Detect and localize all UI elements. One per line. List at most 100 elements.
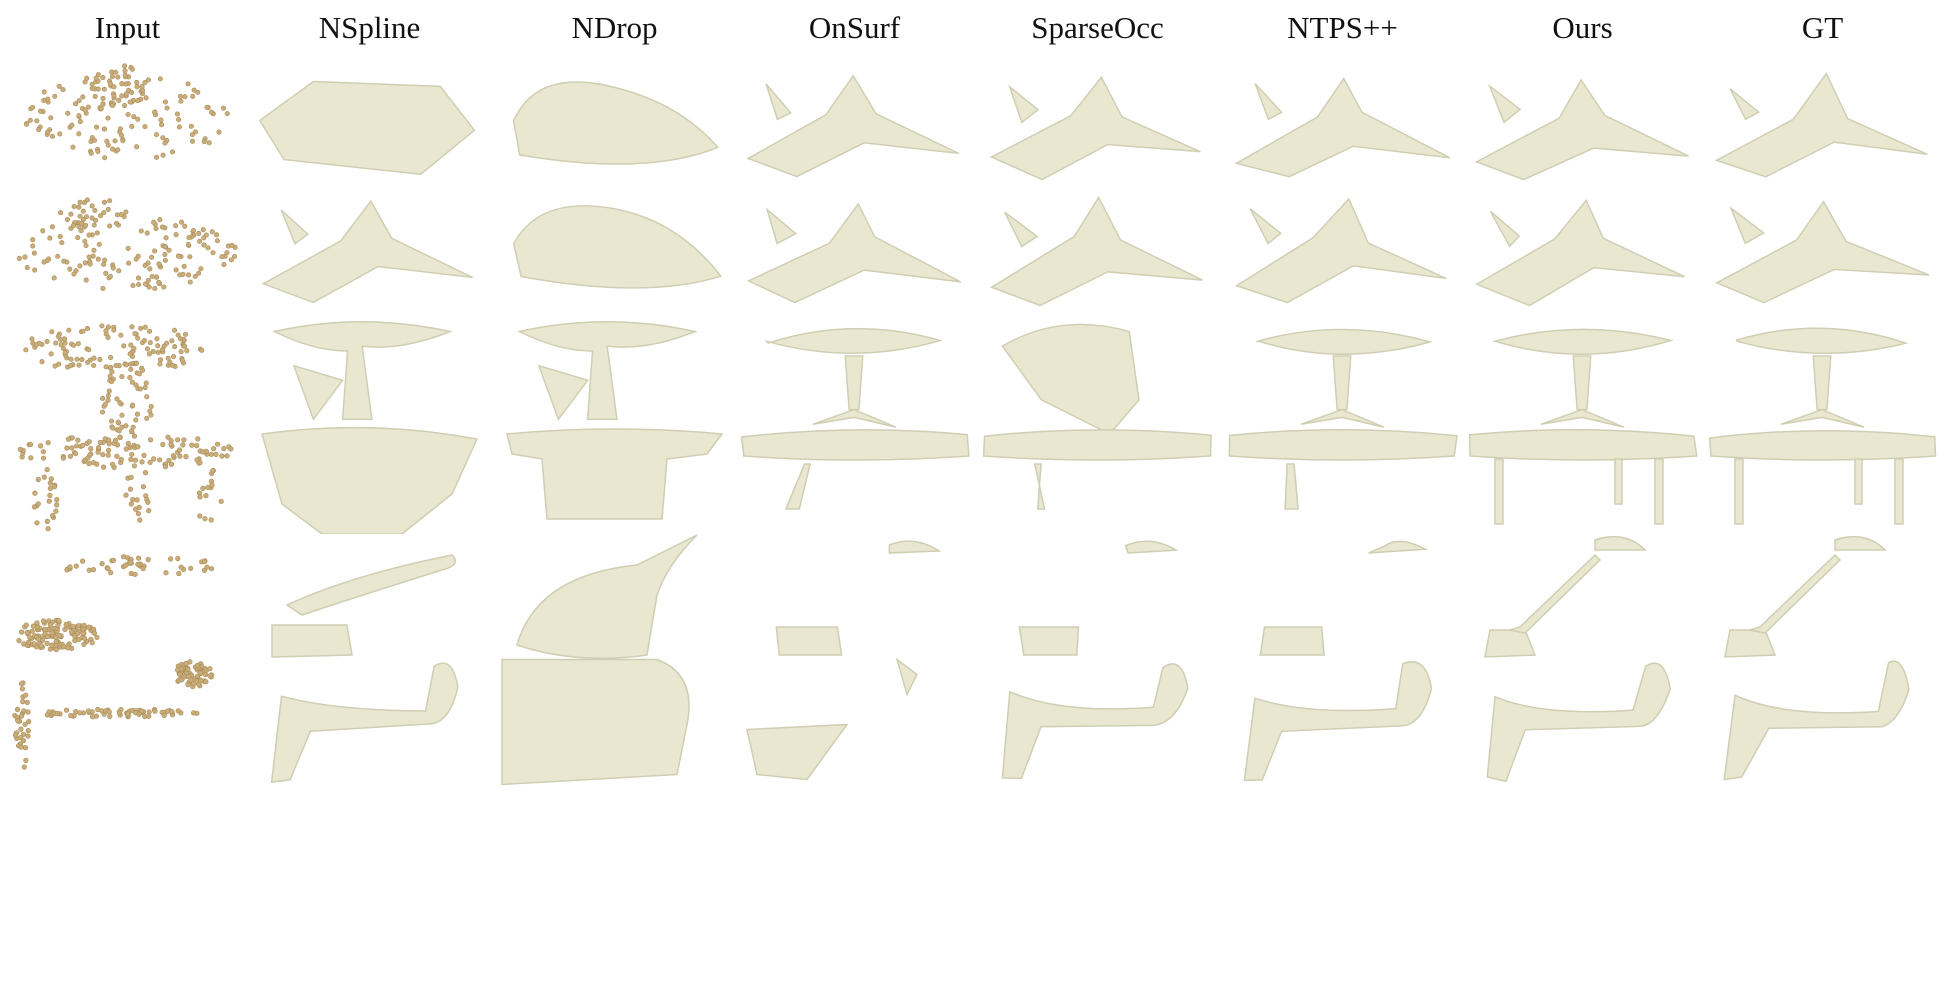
input-point <box>176 570 182 577</box>
input-point <box>194 662 200 669</box>
input-point <box>146 713 152 719</box>
input-point <box>101 210 107 216</box>
input-point <box>109 74 116 80</box>
reconstruction-mesh <box>1225 652 1460 787</box>
input-point <box>173 267 179 273</box>
input-point <box>224 111 230 117</box>
input-point <box>20 698 26 705</box>
input-point <box>69 445 75 451</box>
input-point <box>134 84 140 90</box>
input-point <box>16 637 22 644</box>
input-point <box>86 254 92 260</box>
surface-shape <box>512 81 719 165</box>
input-point <box>80 630 86 636</box>
input-point <box>94 230 100 236</box>
shape-render <box>516 534 698 660</box>
input-point <box>54 502 60 508</box>
input-point <box>149 254 155 260</box>
input-point <box>160 441 166 448</box>
input-point <box>29 628 35 634</box>
input-point <box>208 451 214 457</box>
input-point <box>169 461 175 467</box>
surface-shape <box>1594 535 1647 551</box>
input-point <box>129 402 136 408</box>
shape-render <box>17 433 234 532</box>
input-point <box>72 637 78 644</box>
input-point <box>204 564 210 570</box>
input-point <box>94 634 100 640</box>
input-point <box>168 438 174 444</box>
input-point <box>94 124 100 130</box>
input-point <box>197 238 203 244</box>
input-point <box>72 451 79 457</box>
input-point <box>127 99 133 105</box>
input-point <box>146 508 152 514</box>
input-point <box>122 102 128 109</box>
input-point <box>88 446 94 452</box>
input-point <box>41 259 47 265</box>
reconstruction-mesh <box>980 312 1215 434</box>
input-point <box>16 255 22 261</box>
input-point <box>131 114 137 120</box>
input-point <box>86 460 92 467</box>
input-point <box>177 671 183 678</box>
input-point <box>92 93 98 99</box>
input-point <box>59 240 65 246</box>
input-point <box>110 265 116 271</box>
input-point <box>49 224 55 230</box>
shape-render <box>1001 323 1140 434</box>
input-point <box>144 230 150 236</box>
input-point <box>49 329 55 335</box>
input-point <box>175 555 181 562</box>
input-point <box>105 452 111 458</box>
input-point <box>180 271 186 277</box>
surface-shape <box>512 205 723 289</box>
input-point <box>71 271 77 277</box>
input-point <box>120 554 127 560</box>
input-point <box>82 260 88 266</box>
input-point <box>189 442 195 448</box>
input-point <box>48 351 54 357</box>
input-point <box>111 327 117 333</box>
shape-render <box>982 429 1212 510</box>
input-point <box>61 644 67 650</box>
input-point <box>65 110 71 116</box>
input-point <box>85 104 91 110</box>
surface-shape <box>1489 210 1521 248</box>
surface-shape <box>1734 458 1744 525</box>
reconstruction-mesh <box>497 62 732 184</box>
input-point <box>152 248 158 254</box>
input-point <box>101 126 108 132</box>
shape-render <box>1474 78 1689 181</box>
input-point <box>18 734 24 741</box>
input-point <box>152 708 158 714</box>
surface-shape <box>1228 429 1458 461</box>
input-point <box>159 122 165 128</box>
input-point <box>41 97 47 103</box>
input-point <box>66 327 72 333</box>
surface-shape <box>1001 323 1140 434</box>
input-point <box>122 63 128 69</box>
input-point <box>54 496 60 503</box>
input-point <box>218 498 224 504</box>
input-point <box>125 440 131 447</box>
input-point <box>135 253 141 259</box>
input-point <box>129 123 135 129</box>
input-point <box>40 449 47 455</box>
input-point <box>188 677 194 683</box>
input-point <box>29 336 35 342</box>
shape-render <box>1228 429 1458 510</box>
input-point <box>21 708 27 714</box>
surface-shape <box>258 80 476 176</box>
input-point <box>90 566 96 573</box>
input-point <box>100 464 107 470</box>
input-point <box>91 362 97 369</box>
input-point <box>18 681 25 687</box>
input-point <box>151 456 157 462</box>
surface-shape <box>1001 663 1189 780</box>
input-point <box>147 459 153 465</box>
input-point <box>188 123 194 129</box>
input-point <box>103 270 109 276</box>
surface-shape <box>1894 458 1904 525</box>
input-point <box>69 122 75 128</box>
